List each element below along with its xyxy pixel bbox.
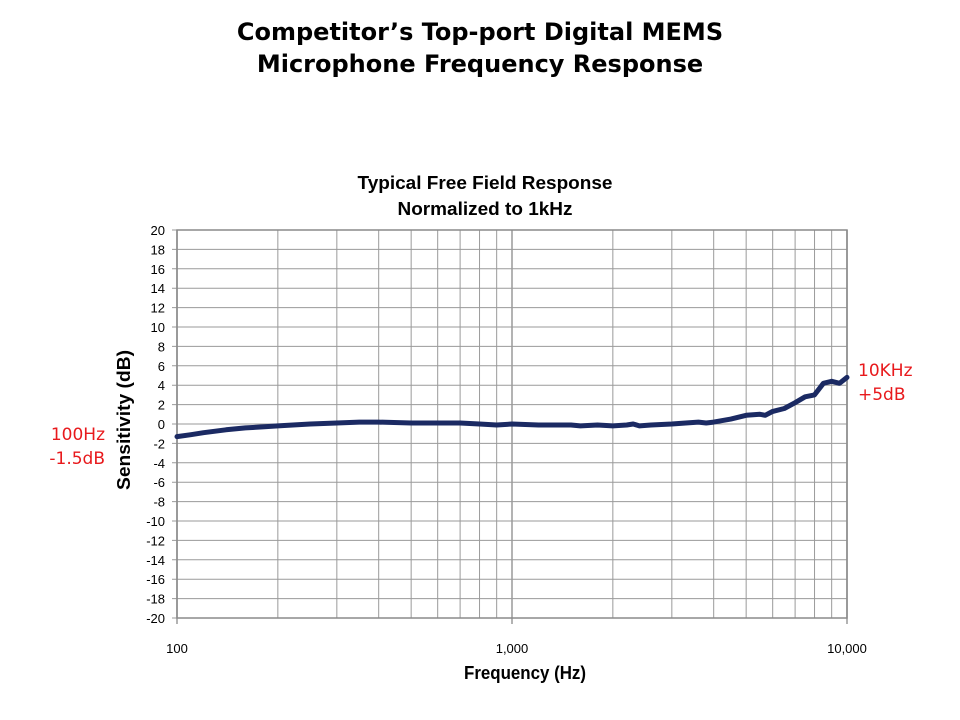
y-tick-label: -20 [146,611,165,626]
x-tick-label: 10,000 [827,641,867,656]
y-tick-label: -12 [146,533,165,548]
annotation-100hz: 100Hz -1.5dB [49,423,105,471]
y-tick-label: 2 [158,398,165,413]
y-tick-label: 0 [158,417,165,432]
y-tick-label: -10 [146,514,165,529]
y-tick-label: -14 [146,553,165,568]
y-tick-label: 6 [158,359,165,374]
x-tick-labels: 100 1,000 10,000 [166,641,867,656]
y-tick-label: 12 [151,301,165,316]
y-tick-label: 16 [151,262,165,277]
y-tick-labels: -20-18-16-14-12-10-8-6-4-202468101214161… [146,223,165,626]
y-tick-label: -16 [146,572,165,587]
y-tick-label: -6 [153,475,165,490]
slide-title-line1: Competitor’s Top-port Digital MEMS [236,18,724,46]
annotation-10khz: 10KHz +5dB [858,359,913,407]
plot-area-border [176,229,848,619]
slide-title: Competitor’s Top-port Digital MEMS Micro… [0,16,960,80]
series-line [174,374,850,440]
y-tick-label: -2 [153,436,165,451]
slide-title-line2: Microphone Frequency Response [256,50,704,78]
y-tick-label: 14 [151,281,165,296]
annotation-10khz-level: +5dB [858,385,906,405]
x-tick-label: 100 [166,641,188,656]
y-tick-label: 4 [158,378,165,393]
annotation-100hz-freq: 100Hz [50,425,105,445]
y-tick-label: 8 [158,339,165,354]
y-tick-label: 18 [151,242,165,257]
x-tick-label: 1,000 [496,641,529,656]
y-tick-label: -8 [153,495,165,510]
annotation-100hz-level: -1.5dB [49,449,105,469]
chart-subtitle: Normalized to 1kHz [398,199,573,219]
chart-title: Typical Free Field Response [358,173,613,193]
y-tick-label: -4 [153,456,165,471]
y-tick-label: 20 [151,223,165,238]
chart-grid [172,229,848,624]
y-axis-label: Sensitivity (dB) [114,350,134,490]
x-axis-label: Frequency (Hz) [464,663,586,683]
annotation-10khz-freq: 10KHz [858,361,913,381]
y-tick-label: -18 [146,592,165,607]
y-tick-label: 10 [151,320,165,335]
